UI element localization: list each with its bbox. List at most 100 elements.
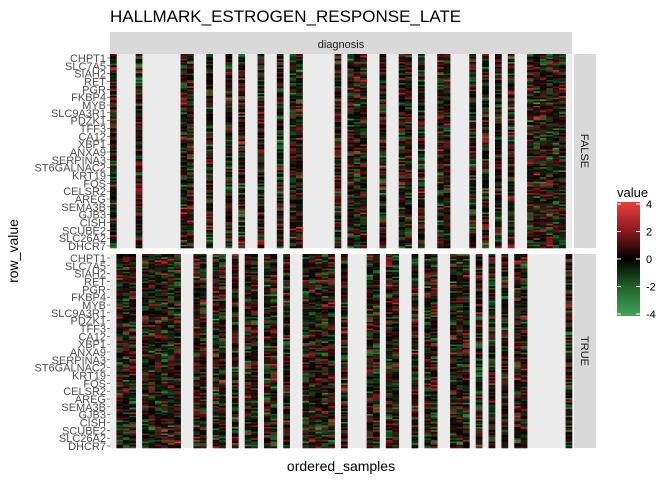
heatmap-cell [174, 372, 181, 374]
heatmap-cell [353, 228, 361, 231]
heatmap-cell [334, 188, 342, 191]
heatmap-cell [353, 89, 361, 92]
heatmap-cell [174, 315, 181, 318]
heatmap-column [347, 54, 355, 249]
heatmap-cell [539, 113, 547, 116]
heatmap-cell [225, 55, 233, 58]
heatmap-cell [533, 73, 541, 76]
heatmap-cell [180, 235, 188, 237]
heatmap-cell [161, 391, 169, 394]
heatmap-cell [142, 436, 149, 439]
heatmap-cell [469, 68, 477, 71]
heatmap-cell [334, 181, 342, 184]
heatmap-cell [129, 325, 136, 328]
heatmap-cell [110, 84, 117, 87]
heatmap-cell [334, 235, 342, 237]
heatmap-cell [360, 58, 367, 61]
heatmap-cell [539, 79, 547, 82]
heatmap-cell [546, 184, 554, 187]
heatmap-cell [495, 199, 502, 202]
heatmap-cell [398, 57, 406, 60]
heatmap-cell [398, 60, 406, 63]
heatmap-cell [154, 320, 162, 323]
heatmap-cell [495, 194, 502, 197]
heatmap-cell [154, 279, 162, 282]
heatmap-cell [276, 147, 284, 150]
heatmap-cell [353, 163, 361, 166]
heatmap-cell [116, 380, 124, 383]
heatmap-cell [379, 172, 387, 174]
heatmap-cell [225, 115, 233, 118]
heatmap-cell [161, 381, 169, 384]
heatmap-cell [334, 163, 342, 166]
heatmap-cell [187, 196, 194, 199]
heatmap-cell [552, 152, 560, 155]
heatmap-cell [180, 191, 188, 194]
heatmap-cell [495, 239, 502, 242]
heatmap-cell [360, 193, 367, 195]
heatmap-cell [110, 238, 117, 241]
heatmap-cell [334, 215, 342, 218]
heatmap-cell [546, 178, 554, 181]
heatmap-cell [546, 118, 554, 121]
heatmap-cell [148, 349, 156, 352]
heatmap-cell [257, 230, 265, 233]
heatmap-cell [533, 186, 541, 189]
heatmap-cell [238, 118, 246, 121]
heatmap-cell [360, 129, 367, 132]
heatmap-cell [276, 152, 284, 155]
heatmap-cell [129, 265, 136, 268]
heatmap-cell [257, 108, 265, 111]
heatmap-cell [495, 149, 502, 152]
heatmap-cell [527, 230, 534, 233]
heatmap-cell [552, 210, 560, 213]
heatmap-cell [154, 302, 162, 305]
heatmap-cell [289, 117, 297, 119]
heatmap-cell [546, 134, 554, 137]
heatmap-cell [296, 139, 303, 142]
heatmap-cell [482, 243, 489, 246]
heatmap-cell [161, 441, 169, 444]
heatmap-cell [296, 225, 303, 228]
heatmap-cell [507, 225, 515, 228]
heatmap-cell [257, 191, 265, 194]
heatmap-cell [334, 99, 342, 102]
heatmap-cell [296, 220, 303, 223]
heatmap-cell [142, 268, 149, 271]
heatmap-cell [167, 391, 175, 394]
heatmap-cell [546, 188, 554, 191]
heatmap-cell [495, 108, 502, 111]
heatmap-cell [379, 159, 387, 161]
heatmap-cell [398, 113, 406, 116]
heatmap-cell [334, 151, 342, 153]
heatmap-cell [334, 231, 342, 234]
heatmap-cell [135, 246, 143, 249]
heatmap-cell [154, 396, 162, 399]
heatmap-cell [533, 118, 541, 121]
heatmap-cell [559, 146, 566, 149]
heatmap-cell [533, 54, 541, 56]
heatmap-cell [276, 228, 284, 231]
heatmap-cell [527, 99, 534, 102]
heatmap-cell [135, 121, 143, 124]
heatmap-cell [187, 96, 194, 98]
heatmap-cell [289, 241, 297, 244]
heatmap-cell [187, 202, 194, 205]
heatmap-cell [405, 118, 412, 121]
heatmap-cell [552, 167, 560, 170]
heatmap-cell [174, 386, 181, 389]
heatmap-cell [495, 162, 502, 165]
heatmap-cell [180, 115, 188, 118]
heatmap-cell [379, 215, 387, 218]
heatmap-cell [161, 433, 169, 436]
heatmap-cell [225, 152, 233, 155]
heatmap-cell [135, 244, 143, 247]
heatmap-cell [546, 76, 554, 79]
heatmap-cell [167, 363, 175, 366]
heatmap-cell [398, 159, 406, 161]
heatmap-cell [546, 54, 554, 56]
heatmap-cell [559, 102, 566, 105]
heatmap-cell [559, 92, 566, 95]
heatmap-cell [142, 381, 149, 384]
